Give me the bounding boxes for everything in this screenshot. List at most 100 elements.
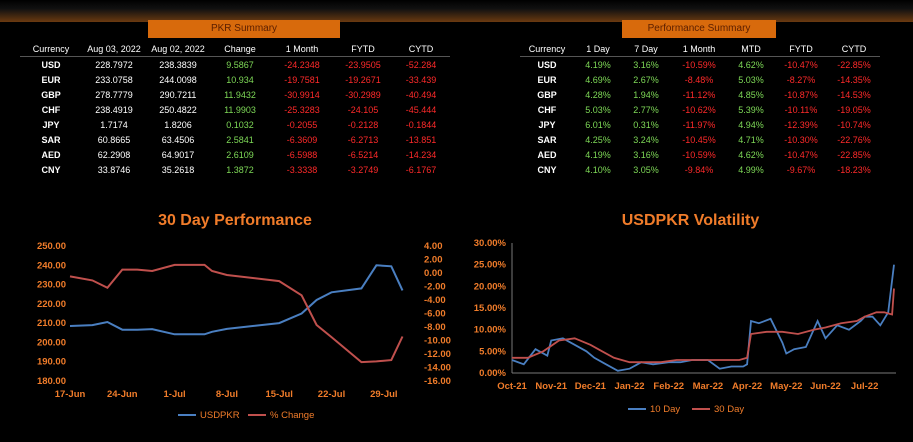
currency-cell: GBP (41, 89, 61, 100)
currency-cell: CHF (41, 104, 61, 115)
chart-30-day-performance: 250.00 240.00 230.00 220.00 210.00 200.00 190.… (37, 241, 451, 421)
table-row: JPY 1.7174 1.8206 0.1032 -0.2055 -0.2128 -0.18… (20, 117, 450, 132)
table-row: GBP 4.28% 1.94% -11.12% 4.85% -10.87% -14.53% (520, 87, 880, 102)
value-cell: 4.19% (585, 59, 611, 70)
value-cell: -45.444 (405, 104, 437, 115)
table-row: GBP 278.7779 290.7211 11.9432 -30.9914 -30.29… (20, 87, 450, 102)
value-cell: -19.7581 (284, 74, 320, 85)
value-cell: -8.27% (786, 74, 816, 85)
value-cell: -19.05% (837, 104, 871, 115)
y-right-tick-label: -12.00 (424, 349, 451, 360)
value-cell: 4.94% (738, 119, 764, 130)
y-left-tick-label: 190.00 (37, 357, 66, 368)
value-cell: -52.284 (405, 59, 437, 70)
column-header: 7 Day (634, 43, 658, 54)
column-header: Currency (528, 43, 566, 54)
column-header: 1 Day (586, 43, 610, 54)
value-cell: 2.6109 (226, 149, 254, 160)
value-cell: -22.76% (837, 134, 871, 145)
value-cell: 4.71% (738, 134, 764, 145)
legend-label: 30 Day (714, 404, 744, 415)
performance-summary-table: Currency 1 Day 7 Day 1 Month MTD FYTD CYTD USD… (520, 41, 880, 177)
y-right-tick-label: -8.00 (424, 322, 446, 333)
value-cell: -10.45% (682, 134, 716, 145)
x-tick-label: 29-Jul (370, 389, 397, 400)
currency-cell: USD (537, 59, 557, 70)
value-cell: 228.7972 (95, 59, 133, 70)
value-cell: -6.1767 (405, 164, 437, 175)
x-tick-label: Jul-22 (851, 381, 878, 392)
value-cell: 2.5841 (226, 134, 254, 145)
value-cell: 33.8746 (97, 164, 131, 175)
value-cell: 1.8206 (164, 119, 192, 130)
x-tick-label: Apr-22 (732, 381, 762, 392)
value-cell: -14.35% (837, 74, 871, 85)
y-tick-label: 5.00% (479, 346, 506, 357)
value-cell: 3.16% (633, 59, 659, 70)
y-right-tick-label: -4.00 (424, 295, 446, 306)
legend-label: 10 Day (650, 404, 680, 415)
value-cell: 238.4919 (95, 104, 133, 115)
y-right-tick-label: -16.00 (424, 376, 451, 387)
table-row: CNY 4.10% 3.05% -9.84% 4.99% -9.67% -18.23% (520, 162, 880, 177)
currency-cell: AED (537, 149, 557, 160)
y-left-tick-label: 200.00 (37, 337, 66, 348)
value-cell: 5.03% (585, 104, 611, 115)
y-left-tick-label: 250.00 (37, 241, 66, 252)
value-cell: 60.8665 (97, 134, 131, 145)
x-tick-label: Nov-21 (535, 381, 567, 392)
value-cell: 10.934 (226, 74, 254, 85)
y-right-tick-label: -6.00 (424, 309, 446, 320)
currency-cell: JPY (42, 119, 60, 130)
value-cell: -10.59% (682, 149, 716, 160)
column-header: MTD (741, 43, 761, 54)
x-tick-label: 8-Jul (216, 389, 238, 400)
value-cell: 4.62% (738, 149, 764, 160)
column-header: Currency (32, 43, 70, 54)
series-line-usdpkr (69, 264, 404, 336)
table-row: CHF 238.4919 250.4822 11.9903 -25.3283 -24.10… (20, 102, 450, 117)
value-cell: -19.2671 (345, 74, 381, 85)
value-cell: -8.48% (684, 74, 714, 85)
value-cell: -22.85% (837, 149, 871, 160)
table-row: SAR 4.25% 3.24% -10.45% 4.71% -10.30% -22.76% (520, 132, 880, 147)
value-cell: -10.30% (784, 134, 818, 145)
x-tick-label: 17-Jun (55, 389, 86, 400)
legend-label: USDPKR (200, 410, 240, 421)
value-cell: -14.234 (405, 149, 437, 160)
value-cell: 233.0758 (95, 74, 133, 85)
value-cell: 11.9432 (224, 89, 256, 100)
y-right-tick-label: 0.00 (424, 268, 443, 279)
x-tick-label: Feb-22 (653, 381, 684, 392)
value-cell: -25.3283 (284, 104, 320, 115)
column-header: FYTD (351, 43, 375, 54)
value-cell: 244.0098 (159, 74, 197, 85)
value-cell: -30.9914 (284, 89, 320, 100)
currency-cell: SAR (41, 134, 61, 145)
value-cell: -10.11% (784, 104, 818, 115)
currency-cell: SAR (537, 134, 557, 145)
chart-30-day-title: 30 Day Performance (158, 212, 312, 229)
value-cell: 1.94% (633, 89, 659, 100)
value-cell: 62.2908 (97, 149, 131, 160)
value-cell: -22.85% (837, 59, 871, 70)
x-tick-label: Jun-22 (810, 381, 841, 392)
value-cell: -23.9505 (345, 59, 381, 70)
value-cell: 9.5867 (226, 59, 254, 70)
y-left-tick-label: 240.00 (37, 260, 66, 271)
table-row: CNY 33.8746 35.2618 1.3872 -3.3338 -3.2749 -6.… (20, 162, 450, 177)
y-tick-label: 20.00% (474, 281, 507, 292)
value-cell: 0.31% (633, 119, 659, 130)
value-cell: 64.9017 (161, 149, 195, 160)
series-line-30-day (512, 288, 895, 364)
value-cell: 1.3872 (226, 164, 254, 175)
value-cell: -6.5214 (347, 149, 379, 160)
currency-cell: CNY (41, 164, 61, 175)
table-row: USD 228.7972 238.3839 9.5867 -24.2348 -23.950… (20, 57, 450, 73)
y-right-tick-label: 2.00 (424, 255, 443, 266)
value-cell: -10.87% (784, 89, 818, 100)
value-cell: -0.1844 (405, 119, 437, 130)
value-cell: 63.4506 (161, 134, 195, 145)
value-cell: 4.28% (585, 89, 611, 100)
value-cell: 3.05% (633, 164, 659, 175)
